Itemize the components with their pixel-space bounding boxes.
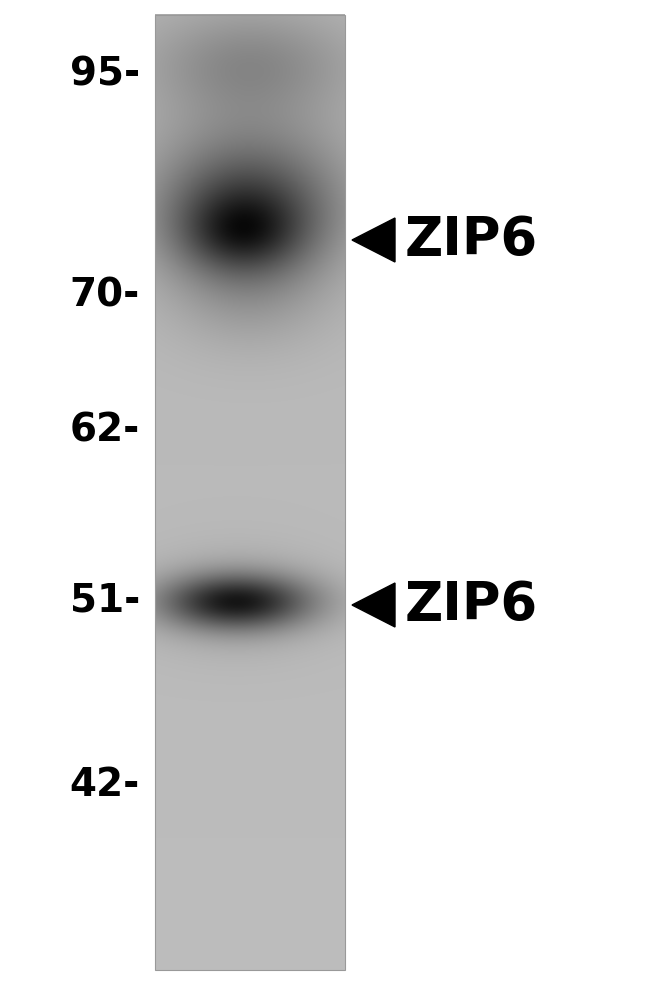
Text: ZIP6: ZIP6 [405, 579, 538, 631]
Text: 62-: 62- [70, 411, 140, 449]
Text: 42-: 42- [70, 766, 140, 804]
Text: 51-: 51- [70, 581, 140, 619]
Polygon shape [352, 218, 395, 262]
Polygon shape [352, 583, 395, 627]
Text: 95-: 95- [70, 56, 140, 94]
Text: 70-: 70- [70, 276, 140, 314]
Bar [155, 15, 345, 970]
Text: ZIP6: ZIP6 [405, 214, 538, 266]
